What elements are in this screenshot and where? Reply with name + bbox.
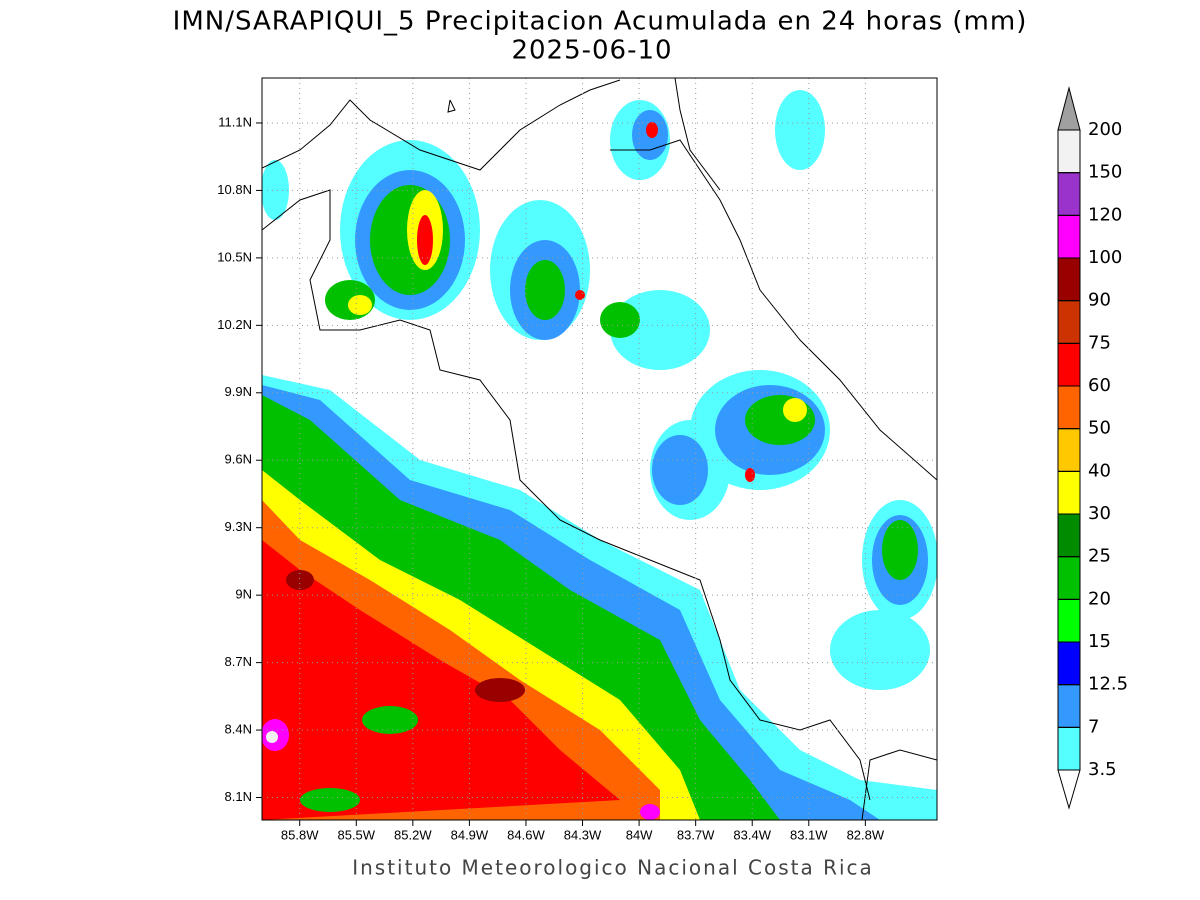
footer: Instituto Meteorologico Nacional Costa R… xyxy=(352,856,874,880)
colorbar-box xyxy=(1057,385,1081,430)
colorbar-box xyxy=(1057,726,1081,771)
colorbar-box xyxy=(1057,428,1081,472)
colorbar-label: 12.5 xyxy=(1088,674,1128,695)
colorbar-label: 60 xyxy=(1088,375,1111,396)
y-tick-label: 8.7N xyxy=(225,654,252,669)
x-tick-label: 82.8W xyxy=(847,827,885,842)
y-tick-label: 10.2N xyxy=(217,317,252,332)
axes: 85.8W 85.5W 85.2W 84.9W 84.6W 84.3W 84W 83.7W 83… xyxy=(217,78,937,842)
colorbar-box xyxy=(1057,513,1081,558)
y-tick-label: 9.6N xyxy=(225,452,252,467)
colorbar-box xyxy=(1057,342,1081,387)
x-tick-label: 84.3W xyxy=(564,827,602,842)
colorbar-box xyxy=(1057,214,1081,259)
colorbar-box xyxy=(1057,684,1081,728)
precip-field xyxy=(262,90,937,820)
colorbar-over xyxy=(1057,86,1081,131)
x-tick-label: 83.1W xyxy=(790,827,828,842)
colorbar-label: 75 xyxy=(1088,332,1111,353)
colorbar-label: 3.5 xyxy=(1088,759,1117,780)
y-tick-label: 9.3N xyxy=(225,519,252,534)
colorbar-label: 150 xyxy=(1088,162,1122,183)
y-tick-label: 9N xyxy=(235,587,252,602)
y-tick-label: 11.1N xyxy=(218,114,252,129)
colorbar-box xyxy=(1057,129,1081,174)
y-tick-label: 10.8N xyxy=(217,182,252,197)
y-tick-label: 8.4N xyxy=(225,721,252,736)
colorbar-box xyxy=(1057,641,1081,686)
x-tick-label: 83.7W xyxy=(677,827,715,842)
x-tick-label: 85.5W xyxy=(337,827,375,842)
y-tick-label: 9.9N xyxy=(225,384,252,399)
colorbar-label: 120 xyxy=(1088,204,1122,225)
colorbar-label: 90 xyxy=(1088,290,1111,311)
colorbar-box xyxy=(1057,300,1081,344)
colorbar-label: 50 xyxy=(1088,418,1111,439)
colorbar-box xyxy=(1057,556,1081,600)
y-tick-label: 8.1N xyxy=(225,789,252,804)
x-tick-label: 85.8W xyxy=(281,827,319,842)
colorbar-label: 100 xyxy=(1088,247,1122,268)
colorbar-label: 200 xyxy=(1088,119,1122,140)
title: IMN/SARAPIQUI_5 Precipitacion Acumulada … xyxy=(173,7,1028,37)
colorbar-label: 40 xyxy=(1088,460,1111,481)
subtitle: 2025-06-10 xyxy=(511,36,672,66)
colorbar-label: 7 xyxy=(1088,716,1099,737)
x-tick-label: 84.9W xyxy=(451,827,489,842)
colorbar: 3.5 7 12.5 15 20 25 30 40 50 60 75 90 100 120 150 200 xyxy=(1057,86,1128,810)
colorbar-box xyxy=(1057,172,1081,216)
x-tick-label: 84W xyxy=(626,827,653,842)
y-tick-label: 10.5N xyxy=(217,249,252,264)
colorbar-under xyxy=(1057,769,1081,810)
x-tick-label: 84.6W xyxy=(507,827,545,842)
x-tick-label: 83.4W xyxy=(733,827,771,842)
colorbar-label: 30 xyxy=(1088,503,1111,524)
colorbar-box xyxy=(1057,257,1081,302)
x-tick-label: 85.2W xyxy=(394,827,432,842)
colorbar-box xyxy=(1057,598,1081,643)
colorbar-label: 25 xyxy=(1088,546,1111,567)
colorbar-label: 15 xyxy=(1088,631,1111,652)
colorbar-box xyxy=(1057,470,1081,515)
coastlines xyxy=(262,78,937,820)
plot-frame xyxy=(261,77,938,821)
colorbar-label: 20 xyxy=(1088,588,1111,609)
